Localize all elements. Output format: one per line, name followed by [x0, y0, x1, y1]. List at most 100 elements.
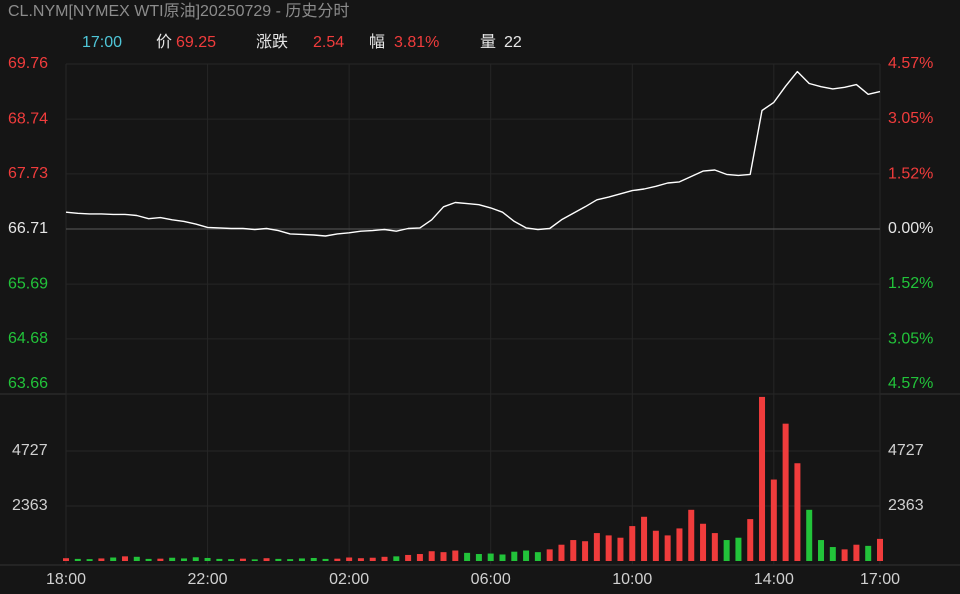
volume-bar	[735, 537, 742, 561]
volume-bar	[865, 545, 872, 561]
volume-bar	[558, 544, 565, 561]
volume-bar	[818, 540, 825, 561]
y-tick-label: 69.76	[8, 55, 48, 72]
volume-bar	[582, 541, 589, 561]
volume-bar	[841, 549, 848, 561]
volume-bar	[169, 557, 176, 561]
info-item: 2.54	[313, 34, 344, 51]
volume-bar	[523, 550, 530, 561]
x-tick-label: 17:00	[860, 571, 900, 588]
volume-bar	[464, 552, 471, 561]
volume-bar	[770, 479, 777, 561]
volume-bar	[570, 540, 577, 561]
y2-tick-label: 3.05%	[888, 110, 933, 127]
x-tick-label: 18:00	[46, 571, 86, 588]
volume-bar	[475, 554, 482, 561]
y-tick-label: 64.68	[8, 330, 48, 347]
volume-bar	[322, 558, 329, 561]
volume-bar	[98, 558, 105, 561]
volume-bar	[676, 528, 683, 561]
volume-bar	[405, 554, 412, 561]
info-item: 22	[504, 34, 522, 51]
volume-bar	[275, 558, 282, 561]
volume-bar	[499, 554, 506, 561]
volume-bar	[381, 556, 388, 561]
x-tick-label: 14:00	[754, 571, 794, 588]
volume-bar	[369, 557, 376, 561]
volume-bar	[86, 559, 93, 561]
volume-bar	[393, 556, 400, 561]
volume-bar	[251, 559, 258, 561]
y2-tick-label: 3.05%	[888, 330, 933, 347]
y-tick-label: 67.73	[8, 165, 48, 182]
volume-bar	[700, 523, 707, 561]
volume-bar	[652, 530, 659, 561]
volume-bar	[511, 551, 518, 561]
volume-bar	[228, 559, 235, 561]
y-tick-label: 4727	[888, 442, 924, 459]
volume-bar	[534, 552, 541, 561]
volume-bar	[711, 533, 718, 561]
volume-bar	[747, 519, 754, 561]
volume-bar	[110, 557, 117, 561]
volume-bar	[853, 544, 860, 561]
volume-bar	[877, 538, 883, 561]
y-tick-label: 68.74	[8, 110, 48, 127]
volume-bar	[216, 558, 223, 561]
volume-bar	[629, 526, 636, 561]
info-item: 价	[156, 34, 172, 51]
volume-bar	[641, 516, 648, 561]
info-item: 69.25	[176, 34, 216, 51]
volume-bar	[239, 558, 246, 561]
volume-bar	[452, 550, 459, 561]
volume-bar	[145, 558, 152, 561]
volume-bar	[133, 556, 140, 561]
volume-bar	[298, 558, 305, 561]
volume-bar	[688, 509, 695, 561]
y-tick-label: 63.66	[8, 375, 48, 392]
volume-bar	[63, 558, 69, 561]
volume-bar	[759, 396, 766, 561]
volume-bar	[346, 557, 353, 561]
y2-tick-label: 1.52%	[888, 275, 933, 292]
volume-bar	[806, 509, 813, 561]
x-tick-label: 10:00	[612, 571, 652, 588]
info-item: 3.81%	[394, 34, 439, 51]
volume-bar	[416, 554, 423, 561]
volume-bar	[74, 558, 81, 561]
y2-tick-label: 4.57%	[888, 55, 933, 72]
volume-bar	[121, 556, 128, 561]
y2-tick-label: 4.57%	[888, 375, 933, 392]
volume-bar	[829, 547, 836, 561]
chart-title: CL.NYM[NYMEX WTI原油]20250729 - 历史分时	[8, 2, 349, 20]
volume-bar	[664, 535, 671, 561]
x-tick-label: 02:00	[329, 571, 369, 588]
x-tick-label: 06:00	[471, 571, 511, 588]
volume-bar	[487, 553, 494, 561]
volume-bar	[794, 463, 801, 561]
volume-bar	[204, 557, 211, 561]
volume-bar	[428, 551, 435, 561]
y-tick-label: 2363	[12, 497, 48, 514]
y-tick-label: 65.69	[8, 275, 48, 292]
y2-tick-label: 1.52%	[888, 165, 933, 182]
y-tick-label: 2363	[888, 497, 924, 514]
volume-bar	[192, 557, 199, 561]
volume-bar	[180, 558, 187, 561]
info-item: 幅	[369, 33, 385, 51]
price-line	[65, 70, 881, 237]
info-item: 17:00	[82, 34, 122, 51]
volume-bar	[310, 557, 317, 561]
volume-bar	[723, 540, 730, 561]
volume-bar	[357, 558, 364, 561]
volume-bar	[605, 535, 612, 561]
y-tick-label: 66.71	[8, 220, 48, 237]
volume-bar	[440, 552, 447, 561]
y2-tick-label: 0.00%	[888, 220, 933, 237]
volume-bar	[287, 559, 294, 561]
y-tick-label: 4727	[12, 442, 48, 459]
volume-bar	[593, 533, 600, 561]
